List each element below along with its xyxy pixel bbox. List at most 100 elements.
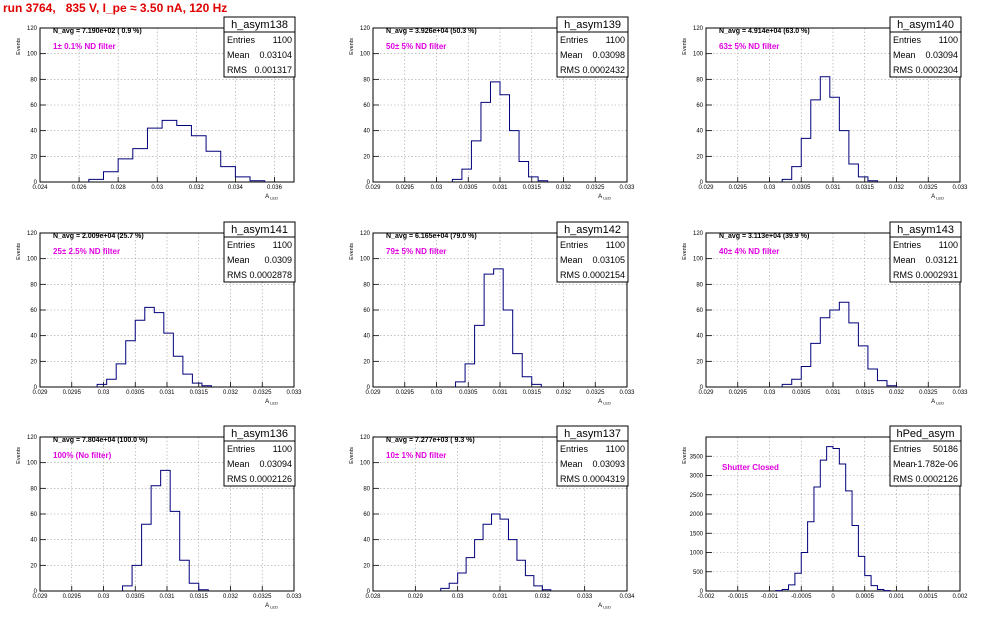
y-tick-label: 100 xyxy=(360,52,371,58)
y-tick-label: 1000 xyxy=(690,551,704,557)
y-tick-label: 60 xyxy=(696,103,703,109)
navg-label: N_avg = 3.113e+04 (39.9 %) xyxy=(719,233,809,240)
plot-frame xyxy=(705,436,961,592)
filter-note: 40± 4% ND filter xyxy=(719,247,779,256)
y-tick-label: 20 xyxy=(363,359,370,365)
navg-label: N_avg = 2.009e+04 (25.7 %) xyxy=(53,233,144,240)
y-tick-label: 40 xyxy=(30,334,37,340)
stats-label-entries: Entries xyxy=(893,444,922,454)
histogram-panel: 0.029 0.0295 0.03 0.0305 0.031 0.0315 0.032 0.0… xyxy=(682,221,968,406)
stats-label-mean: Mean xyxy=(893,459,916,469)
stats-label-rms: RMS xyxy=(893,65,913,75)
x-tick-label: 0.028 xyxy=(111,185,127,191)
y-tick-label: 0 xyxy=(700,589,704,595)
x-axis-label: A LED xyxy=(598,603,611,610)
stats-label-entries: Entries xyxy=(560,240,589,250)
plot-frame xyxy=(372,436,628,592)
y-tick-label: 120 xyxy=(693,231,704,237)
histogram-name: h_asym139 xyxy=(564,19,621,31)
y-tick-label: 40 xyxy=(30,129,37,135)
stats-label-mean: Mean xyxy=(560,255,583,265)
stats-value-mean: 0.03094 xyxy=(259,459,292,469)
y-axis-label: Events xyxy=(349,243,355,260)
histogram-steps xyxy=(781,301,897,387)
plot-frame xyxy=(705,232,961,388)
stats-label-mean: Mean xyxy=(227,255,250,265)
x-tick-label: 0.032 xyxy=(189,185,205,191)
stats-value-mean: -1.782e-06 xyxy=(914,459,958,469)
x-tick-label: 0.031 xyxy=(492,390,508,396)
x-tick-label: 0.0295 xyxy=(396,185,415,191)
y-tick-label: 80 xyxy=(696,282,703,288)
stats-value-rms: 0.0002931 xyxy=(915,270,958,280)
stats-value-rms: 0.001317 xyxy=(254,65,292,75)
x-tick-label: 0.0305 xyxy=(126,390,145,396)
navg-label: N_avg = 3.926e+04 (50.3 %) xyxy=(386,28,477,35)
x-tick-label: 0.032 xyxy=(889,390,905,396)
stats-value-mean: 0.03098 xyxy=(592,50,625,60)
x-tick-label: 0.03 xyxy=(151,185,163,191)
x-axis-label-sub: LED xyxy=(935,401,944,406)
x-tick-label: 0.036 xyxy=(267,185,283,191)
histogram-panel: 0.028 0.029 0.03 0.031 0.032 0.033 0.034 0 20 40 6… xyxy=(349,425,635,610)
stats-box xyxy=(223,221,296,283)
stats-value-mean: 0.03121 xyxy=(925,255,958,265)
y-tick-label: 100 xyxy=(693,52,704,58)
y-tick-label: 40 xyxy=(363,538,370,544)
histogram-panel: 0.024 0.026 0.028 0.03 0.032 0.034 0.036 0 20 40 6… xyxy=(16,16,296,201)
y-axis-label: Events xyxy=(16,243,22,260)
stats-value-entries: 50186 xyxy=(933,444,958,454)
y-tick-label: 0 xyxy=(34,180,38,186)
x-tick-label: 0.0295 xyxy=(63,594,82,600)
y-tick-label: 120 xyxy=(27,231,38,237)
y-tick-label: 20 xyxy=(696,359,703,365)
histogram-name: h_asym136 xyxy=(231,428,288,440)
navg-label: N_avg = 7.804e+04 (100.0 %) xyxy=(53,437,148,444)
histogram-panel: 0.029 0.0295 0.03 0.0305 0.031 0.0315 0.032 0.0… xyxy=(349,16,635,201)
x-axis-label-sub: LED xyxy=(269,605,278,610)
histogram-steps xyxy=(96,306,212,387)
filter-note: 50± 5% ND filter xyxy=(386,42,446,51)
histogram-steps xyxy=(775,446,891,592)
x-tick-label: 0.0325 xyxy=(253,594,272,600)
x-tick-label: 0.033 xyxy=(577,594,593,600)
stats-label-entries: Entries xyxy=(560,35,589,45)
stats-value-rms: 0.0002432 xyxy=(582,65,625,75)
x-tick-label: 0.0015 xyxy=(919,594,938,600)
y-tick-label: 20 xyxy=(363,563,370,569)
navg-label: N_avg = 7.277e+03 ( 9.3 %) xyxy=(386,437,475,444)
x-tick-label: 0.024 xyxy=(32,185,48,191)
x-tick-label: 0.0325 xyxy=(586,185,605,191)
stats-value-entries: 1100 xyxy=(273,444,292,454)
plot-frame xyxy=(39,436,295,592)
stats-label-rms: RMS xyxy=(893,474,913,484)
y-tick-label: 60 xyxy=(363,103,370,109)
x-tick-label: 0.033 xyxy=(619,185,635,191)
histogram-panel: -0.002 -0.0015 -0.001 -0.0005 0 0.0005 0.001 0.… xyxy=(682,425,968,600)
x-tick-label: 0.031 xyxy=(492,185,508,191)
stats-label-entries: Entries xyxy=(227,35,256,45)
histogram-name: h_asym140 xyxy=(897,19,954,31)
y-tick-label: 60 xyxy=(30,103,37,109)
stats-value-mean: 0.03093 xyxy=(592,459,625,469)
stats-label-mean: Mean xyxy=(560,459,583,469)
x-tick-label: 0.028 xyxy=(365,594,381,600)
histogram-steps xyxy=(455,268,542,387)
stats-value-mean: 0.03094 xyxy=(925,50,958,60)
x-tick-label: -0.001 xyxy=(761,594,779,600)
stats-label-rms: RMS xyxy=(227,65,247,75)
x-tick-label: 0.0315 xyxy=(856,390,875,396)
plot-frame xyxy=(39,232,295,388)
stats-value-mean: 0.03104 xyxy=(259,50,292,60)
x-tick-label: 0.0005 xyxy=(856,594,875,600)
stats-label-mean: Mean xyxy=(560,50,583,60)
x-tick-label: 0.031 xyxy=(492,594,508,600)
histogram-steps xyxy=(122,469,209,591)
x-tick-label: 0.002 xyxy=(952,594,968,600)
y-tick-label: 80 xyxy=(363,77,370,83)
x-tick-label: 0.0315 xyxy=(856,185,875,191)
y-tick-label: 3000 xyxy=(690,474,704,480)
y-tick-label: 2500 xyxy=(690,493,704,499)
filter-note: 10± 1% ND filter xyxy=(386,451,446,460)
y-tick-label: 0 xyxy=(700,180,704,186)
